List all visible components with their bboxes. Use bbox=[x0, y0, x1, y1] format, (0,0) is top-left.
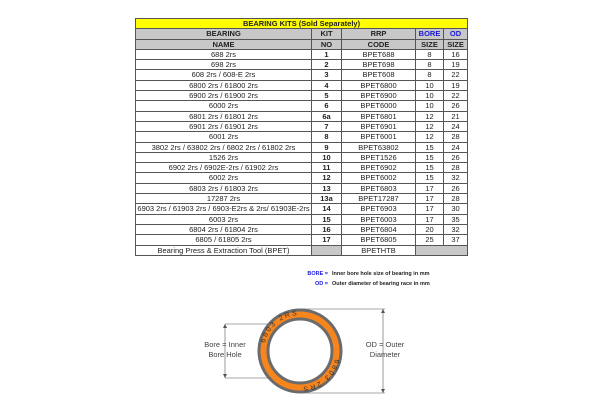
od-size: 26 bbox=[442, 100, 469, 112]
od-size: 32 bbox=[442, 223, 469, 236]
table-row: 698 2rs 2 BPET698 8 19 bbox=[135, 59, 469, 71]
od-size: 37 bbox=[442, 234, 469, 246]
od-size: 19 bbox=[442, 59, 469, 71]
table-row: 6901 2rs / 61901 2rs 7 BPET6901 12 24 bbox=[135, 120, 469, 133]
table-row: 6903 2rs / 61903 2rs / 6903-E2rs & 2rs/ … bbox=[135, 203, 469, 215]
legend-text: Inner bore hole size of bearing in mm bbox=[332, 271, 430, 277]
table-row: 6902 2rs / 6902E-2rs / 61902 2rs 11 BPET69… bbox=[135, 162, 469, 174]
legend-text: Outer diameter of bearing race in mm bbox=[332, 281, 430, 287]
legend-bore: BORE = Inner bore hole size of bearing in… bbox=[300, 271, 430, 277]
od-size: 22 bbox=[442, 69, 469, 81]
table-row: 6800 2rs / 61800 2rs 4 BPET6800 10 19 bbox=[135, 79, 469, 92]
od-label: OD = Outer Diameter bbox=[365, 340, 405, 359]
od-size: 16 bbox=[442, 48, 469, 61]
table-row: 3802 2rs / 63802 2rs / 6802 2rs / 61802 … bbox=[135, 141, 469, 153]
od-size: 21 bbox=[442, 110, 469, 122]
bearing-bore-hole bbox=[266, 317, 334, 385]
od-size: 32 bbox=[442, 172, 469, 184]
table-row: 6001 2rs 8 BPET6001 12 28 bbox=[135, 131, 469, 143]
bearing-kits-table: BEARING KITS (Sold Separately) BEARING KI… bbox=[134, 17, 469, 256]
table-row: 1526 2rs 10 BPET1526 15 26 bbox=[135, 151, 469, 164]
od-size: 22 bbox=[442, 90, 469, 102]
od-size: 19 bbox=[442, 79, 469, 92]
table-row: 17287 2rs 13a BPET17287 17 28 bbox=[135, 193, 469, 205]
table-title: BEARING KITS (Sold Separately) bbox=[134, 17, 469, 30]
table-row: 6803 2rs / 61803 2rs 13 BPET6803 17 26 bbox=[135, 182, 469, 195]
od-size: 26 bbox=[442, 182, 469, 195]
header-od-2: SIZE bbox=[442, 38, 469, 50]
od-size: 26 bbox=[442, 151, 469, 164]
legend-key: BORE = bbox=[307, 271, 328, 277]
tool-row: Bearing Press & Extraction Tool (BPET) BP… bbox=[135, 244, 469, 256]
od-size: 30 bbox=[442, 203, 469, 215]
od-size: 28 bbox=[442, 193, 469, 205]
od-size: 28 bbox=[442, 131, 469, 143]
table-row: 6801 2rs / 61801 2rs 6a BPET6801 12 21 bbox=[135, 110, 469, 122]
legend-od: OD = Outer diameter of bearing race in mm bbox=[300, 281, 430, 287]
table-row: 6002 2rs 12 BPET6002 15 32 bbox=[135, 172, 469, 184]
od-size: 28 bbox=[442, 162, 469, 174]
table-row: 6900 2rs / 61900 2rs 5 BPET6900 10 22 bbox=[135, 90, 469, 102]
od-size: 35 bbox=[442, 213, 469, 225]
table-row: 688 2rs 1 BPET688 8 16 bbox=[135, 48, 469, 61]
table-row: 6003 2rs 15 BPET6003 17 35 bbox=[135, 213, 469, 225]
table-row: 6000 2rs 6 BPET6000 10 26 bbox=[135, 100, 469, 112]
od-size: 24 bbox=[442, 141, 469, 153]
table-row: 608 2rs / 608-E 2rs 3 BPET608 8 22 bbox=[135, 69, 469, 81]
table-row: 6804 2rs / 61804 2rs 16 BPET6804 20 32 bbox=[135, 223, 469, 236]
empty-cell bbox=[414, 244, 469, 256]
header-od: OD bbox=[442, 28, 469, 40]
bore-label: Bore = Inner Bore Hole bbox=[204, 340, 246, 359]
od-size: 24 bbox=[442, 120, 469, 133]
table-row: 6805 / 61805 2rs 17 BPET6805 25 37 bbox=[135, 234, 469, 246]
legend-key: OD = bbox=[315, 281, 328, 287]
